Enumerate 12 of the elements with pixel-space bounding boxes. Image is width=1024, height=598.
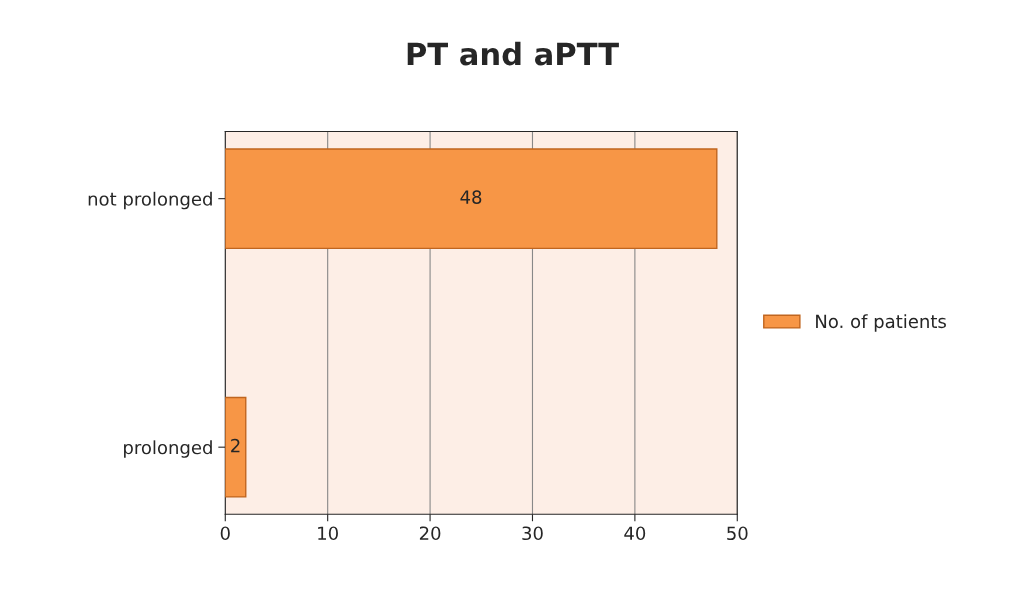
data-label: 2 (231, 438, 240, 453)
y-tick-label: prolonged (124, 440, 212, 458)
x-tick-label: 50 (727, 526, 748, 541)
chart-title: PT and aPTT (407, 41, 619, 66)
y-tick-label: not prolonged (88, 191, 212, 210)
x-tick-label: 30 (522, 526, 543, 541)
x-tick-label: 40 (624, 526, 646, 541)
x-tick-label: 0 (220, 526, 230, 541)
data-label: 48 (460, 190, 482, 204)
legend-label: No. of patients (816, 314, 946, 332)
x-tick-label: 20 (419, 526, 441, 541)
x-tick-label: 10 (318, 526, 338, 541)
